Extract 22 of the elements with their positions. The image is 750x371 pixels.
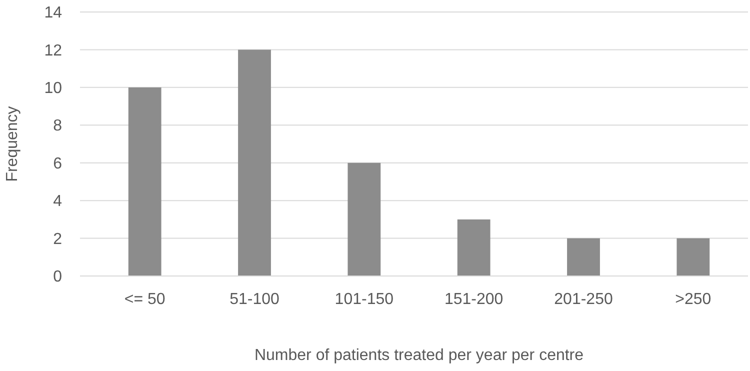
x-tick-label: 151-200: [444, 291, 504, 308]
y-tick-label: 14: [44, 4, 62, 22]
x-axis-title: Number of patients treated per year per centre: [254, 347, 584, 364]
x-tick-label: >250: [675, 291, 712, 308]
x-tick-label: 51-100: [230, 291, 280, 308]
y-tick-label: 12: [44, 42, 62, 60]
y-tick-label: 8: [53, 118, 62, 135]
x-tick-label: 101-150: [334, 291, 394, 308]
bar: [128, 87, 162, 276]
bar: [457, 219, 490, 276]
bar: [567, 238, 600, 276]
y-tick-label: 10: [44, 80, 62, 98]
bar: [348, 162, 381, 276]
y-axis-title: Frequency: [4, 106, 21, 182]
y-tick-label: 6: [53, 155, 62, 172]
y-tick-label: 0: [53, 268, 62, 286]
bar: [238, 50, 271, 276]
bar: [676, 238, 710, 276]
y-tick-label: 2: [53, 230, 62, 248]
x-tick-label: <= 50: [124, 291, 166, 308]
y-tick-label: 4: [53, 193, 62, 210]
x-tick-label: 201-250: [554, 291, 613, 308]
